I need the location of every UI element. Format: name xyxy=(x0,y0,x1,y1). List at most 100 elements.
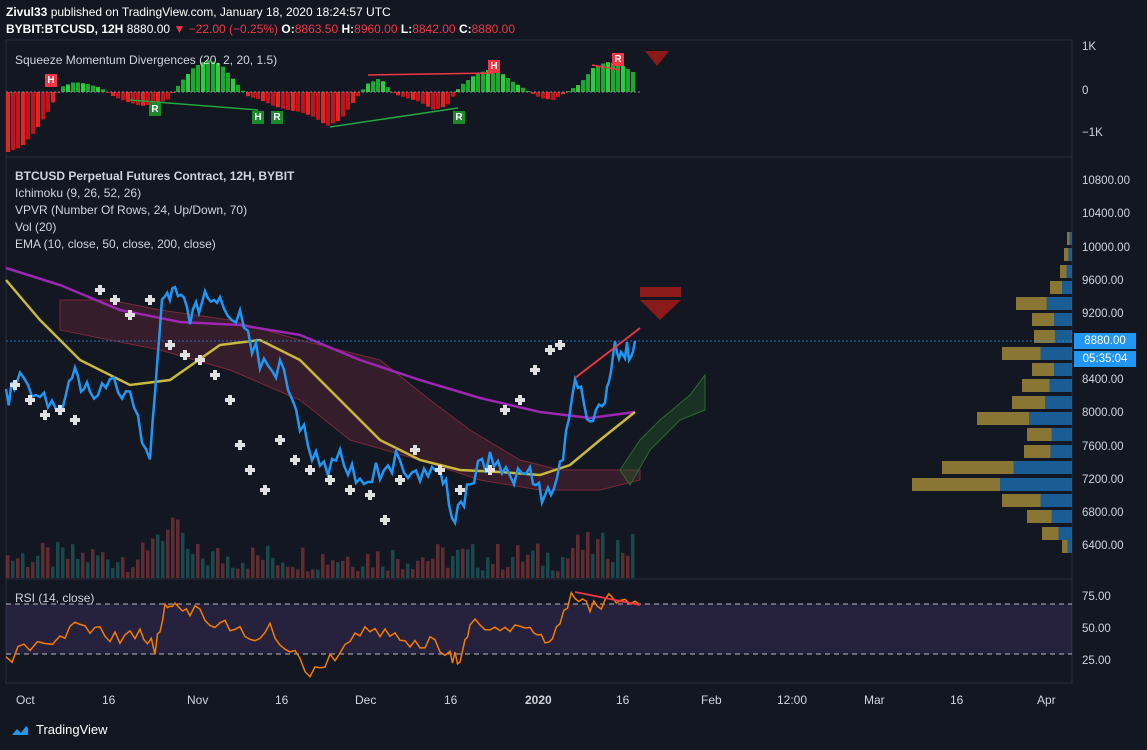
volume-bar xyxy=(51,566,55,578)
squeeze-bar xyxy=(281,92,285,109)
countdown-badge: 05:35:04 xyxy=(1074,351,1136,367)
volume-bar xyxy=(271,557,275,578)
vpvr-row xyxy=(1002,494,1041,507)
x-tick: Mar xyxy=(864,693,885,707)
volume-bar xyxy=(111,567,115,578)
signal-crosses xyxy=(10,285,565,525)
symbol-legend[interactable]: BTCUSD Perpetual Futures Contract, 12H, … xyxy=(15,169,295,183)
tradingview-logo[interactable]: TradingView xyxy=(10,722,108,737)
low-value: 8842.00 xyxy=(412,22,456,36)
volume-bar xyxy=(31,562,35,578)
volume-bar xyxy=(606,558,610,578)
squeeze-bar xyxy=(26,92,30,140)
squeeze-bar xyxy=(631,72,635,92)
open-label: O: xyxy=(281,22,295,36)
vpvr-row xyxy=(1067,232,1070,245)
author-name[interactable]: Zivul33 xyxy=(6,5,48,19)
vpvr-row xyxy=(912,478,1000,491)
vpvr-row xyxy=(1050,281,1063,294)
squeeze-bar xyxy=(491,70,495,92)
vpvr-row xyxy=(1069,232,1072,245)
cross-marker xyxy=(275,435,285,445)
cross-marker xyxy=(435,465,445,475)
squeeze-bar xyxy=(326,92,330,126)
vpvr-row xyxy=(977,412,1030,425)
squeeze-bar xyxy=(171,92,175,93)
x-tick: Apr xyxy=(1037,693,1056,707)
volume-bar xyxy=(21,553,25,578)
volume-bar xyxy=(486,557,490,578)
squeeze-bar xyxy=(396,92,400,96)
volume-bar xyxy=(496,544,500,578)
volume-bar xyxy=(526,554,530,578)
vpvr-row xyxy=(1040,347,1072,360)
volume-bar xyxy=(626,555,630,578)
volume-bar xyxy=(86,562,90,578)
volume-bar xyxy=(556,571,560,578)
marker-h: H xyxy=(488,60,500,73)
volume-bar xyxy=(16,558,20,578)
volume-bar xyxy=(36,555,40,578)
squeeze-bar xyxy=(51,92,55,103)
squeeze-bar xyxy=(376,79,380,92)
volume-bar xyxy=(176,519,180,578)
price-tick: 6800.00 xyxy=(1082,507,1124,519)
volume-bar xyxy=(281,562,285,578)
volume-bar xyxy=(291,566,295,578)
squeeze-bar xyxy=(506,78,510,92)
cross-marker xyxy=(485,465,495,475)
squeeze-bar xyxy=(431,92,435,110)
volume-bar xyxy=(301,547,305,578)
vpvr-row xyxy=(1066,265,1072,278)
price-divergence-line xyxy=(574,327,641,379)
squeeze-bar xyxy=(31,92,35,134)
squeeze-bar xyxy=(66,84,70,92)
squeeze-bar xyxy=(196,64,200,92)
marker-r: R xyxy=(612,53,624,66)
squeeze-bar xyxy=(471,76,475,92)
vpvr-row xyxy=(1050,445,1072,458)
cross-marker xyxy=(55,405,65,415)
vpvr-row xyxy=(1060,265,1067,278)
volume-bar xyxy=(406,563,410,578)
squeeze-bar xyxy=(381,81,385,92)
volume-bar xyxy=(61,547,65,578)
divergence-line xyxy=(329,107,459,128)
vpvr-row xyxy=(942,461,1014,474)
squeeze-bar xyxy=(111,92,115,97)
squeeze-bar xyxy=(461,83,465,92)
volume-bar xyxy=(611,561,615,578)
squeeze-bar xyxy=(201,62,205,92)
squeeze-bar xyxy=(96,87,100,92)
volume-bar xyxy=(541,565,545,578)
rsi-legend[interactable]: RSI (14, close) xyxy=(15,591,95,605)
squeeze-legend[interactable]: Squeeze Momentum Divergences (20, 2, 20,… xyxy=(15,53,278,67)
vpvr-row xyxy=(1051,510,1072,523)
price-tick: 8400.00 xyxy=(1082,374,1124,386)
squeeze-bar xyxy=(91,85,95,92)
squeeze-bar xyxy=(616,63,620,92)
volume-bar xyxy=(501,569,505,578)
volume-bar xyxy=(471,544,475,578)
brand-name: TradingView xyxy=(36,722,108,737)
vpvr-row xyxy=(1040,494,1072,507)
cross-marker xyxy=(325,475,335,485)
volume-legend[interactable]: Vol (20) xyxy=(15,220,57,234)
volume-bar xyxy=(236,568,240,578)
price-tick: 7200.00 xyxy=(1082,474,1124,486)
cross-marker xyxy=(245,465,255,475)
squeeze-bar xyxy=(61,86,65,92)
volume-bar xyxy=(441,547,445,578)
volume-bar xyxy=(446,567,450,578)
marker-r: R xyxy=(453,111,465,124)
price-axis[interactable]: 1K 0 −1K 10800.00 10400.00 10000.00 9600… xyxy=(1072,0,1147,750)
volume-bar xyxy=(376,551,380,578)
ichimoku-legend[interactable]: Ichimoku (9, 26, 52, 26) xyxy=(15,186,142,200)
squeeze-bar xyxy=(591,68,595,92)
ema-legend[interactable]: EMA (10, close, 50, close, 200, close) xyxy=(15,237,216,251)
cross-marker xyxy=(165,340,175,350)
vpvr-legend[interactable]: VPVR (Number Of Rows, 24, Up/Down, 70) xyxy=(15,203,248,217)
volume-bar xyxy=(161,540,165,578)
price-tick: 10800.00 xyxy=(1082,175,1130,187)
